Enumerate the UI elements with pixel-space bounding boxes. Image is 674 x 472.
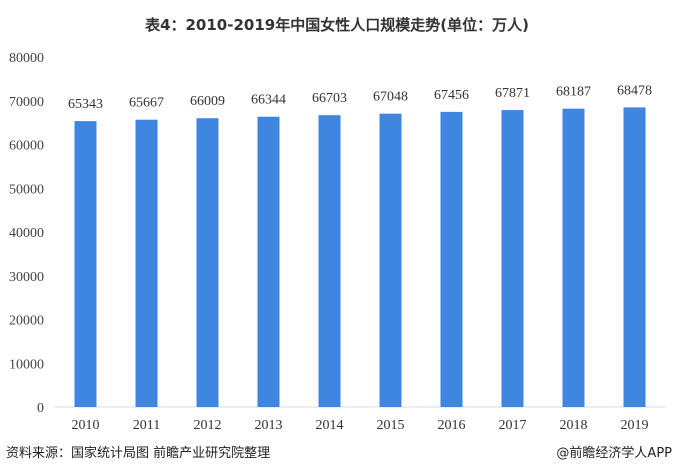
- y-tick-label: 80000: [9, 51, 44, 66]
- bar: [562, 108, 585, 407]
- data-label: 65343: [68, 97, 103, 112]
- y-tick-label: 0: [37, 401, 44, 416]
- data-label: 66344: [251, 93, 286, 108]
- y-tick-label: 10000: [9, 357, 44, 372]
- x-tick-label: 2019: [621, 418, 649, 433]
- y-tick-label: 20000: [9, 314, 44, 329]
- x-tick-label: 2014: [316, 418, 344, 433]
- bar: [623, 107, 646, 407]
- x-tick-label: 2011: [133, 418, 160, 433]
- data-label: 67048: [373, 90, 408, 105]
- credit-note: @前瞻经济学人APP: [556, 446, 672, 461]
- y-tick-label: 70000: [9, 95, 44, 110]
- bar: [74, 121, 97, 407]
- x-tick-label: 2016: [438, 418, 466, 433]
- source-note: 资料来源：国家统计局图 前瞻产业研究院整理: [6, 446, 271, 461]
- y-tick-label: 40000: [9, 226, 44, 241]
- x-tick-label: 2012: [194, 418, 222, 433]
- data-label: 68187: [556, 85, 591, 100]
- x-tick-label: 2015: [377, 418, 405, 433]
- bar: [501, 110, 524, 407]
- bar: [318, 115, 341, 407]
- x-tick-label: 2010: [72, 418, 100, 433]
- data-label: 66009: [190, 94, 225, 109]
- bar: [257, 116, 280, 408]
- x-tick-label: 2013: [255, 418, 283, 433]
- bar: [135, 119, 158, 407]
- bar: [379, 113, 402, 407]
- x-tick-label: 2017: [499, 418, 527, 433]
- bar-chart: 0 10000 20000 30000 40000 50000 60000 70000 8000…: [9, 51, 665, 433]
- data-label: 66703: [312, 91, 347, 106]
- data-label: 67871: [495, 86, 530, 101]
- data-label: 67456: [434, 88, 469, 103]
- data-label: 68478: [617, 83, 652, 98]
- y-tick-label: 60000: [9, 139, 44, 154]
- y-tick-label: 50000: [9, 182, 44, 197]
- data-label: 65667: [129, 96, 164, 111]
- x-tick-label: 2018: [560, 418, 588, 433]
- y-tick-label: 30000: [9, 270, 44, 285]
- bar: [440, 111, 463, 407]
- chart-title: 表4：2010-2019年中国女性人口规模走势(单位：万人): [145, 16, 529, 34]
- bar: [196, 118, 219, 407]
